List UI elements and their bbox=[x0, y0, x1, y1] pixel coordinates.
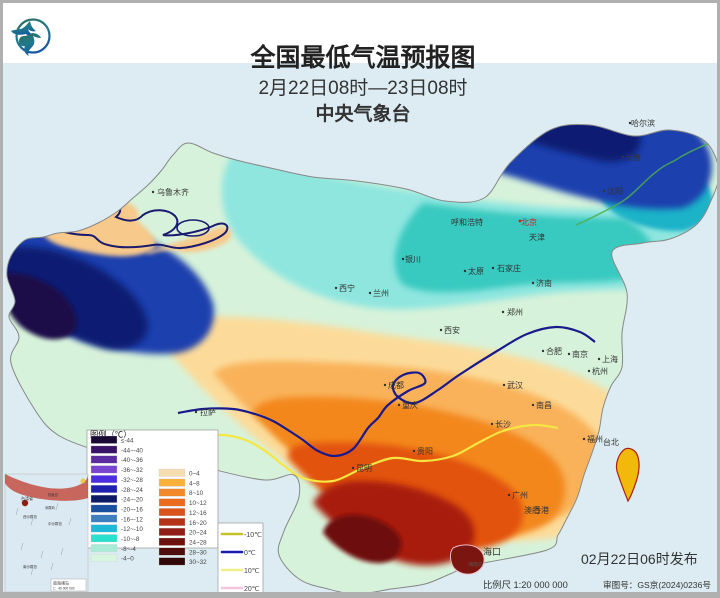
svg-text:28~30: 28~30 bbox=[189, 549, 207, 556]
svg-text:-44~-40: -44~-40 bbox=[121, 447, 143, 454]
svg-text:中沙群岛: 中沙群岛 bbox=[48, 521, 62, 526]
svg-text:香港: 香港 bbox=[533, 505, 549, 515]
svg-text:南沙群岛: 南沙群岛 bbox=[23, 564, 37, 569]
svg-text:成都: 成都 bbox=[388, 380, 404, 390]
svg-text:广州: 广州 bbox=[512, 490, 528, 500]
svg-text:8~10: 8~10 bbox=[189, 490, 204, 497]
svg-text:-20~-16: -20~-16 bbox=[121, 506, 143, 513]
svg-text:-32~-28: -32~-28 bbox=[121, 477, 143, 484]
svg-text:全国最低气温预报图: 全国最低气温预报图 bbox=[249, 43, 475, 72]
svg-text:西宁: 西宁 bbox=[339, 283, 355, 293]
svg-text:西沙群岛: 西沙群岛 bbox=[23, 514, 37, 519]
svg-text:拉萨: 拉萨 bbox=[200, 407, 216, 417]
svg-text:昆明: 昆明 bbox=[356, 464, 372, 473]
svg-text:10℃: 10℃ bbox=[244, 568, 260, 575]
svg-text:天津: 天津 bbox=[529, 232, 545, 242]
svg-text:福州: 福州 bbox=[587, 435, 603, 444]
svg-text:20~24: 20~24 bbox=[189, 530, 207, 537]
svg-text:银川: 银川 bbox=[405, 254, 421, 264]
svg-text:沈阳: 沈阳 bbox=[607, 186, 623, 196]
svg-text:-16~-12: -16~-12 bbox=[121, 516, 143, 523]
svg-text:赤尾屿: 赤尾屿 bbox=[45, 505, 56, 510]
svg-text:-12~-10: -12~-10 bbox=[121, 526, 143, 533]
svg-text:济南: 济南 bbox=[536, 278, 552, 288]
svg-text:台湾省: 台湾省 bbox=[21, 495, 33, 501]
svg-text:02月22日06时发布: 02月22日06时发布 bbox=[581, 551, 698, 567]
svg-text:-36~-32: -36~-32 bbox=[121, 467, 143, 474]
svg-text:4~8: 4~8 bbox=[189, 480, 200, 487]
svg-text:西安: 西安 bbox=[444, 325, 460, 335]
svg-text:北京: 北京 bbox=[521, 217, 537, 227]
svg-text:哈尔滨: 哈尔滨 bbox=[631, 118, 655, 128]
svg-text:兰州: 兰州 bbox=[373, 288, 389, 298]
svg-text:30~32: 30~32 bbox=[189, 559, 207, 566]
svg-text:0~4: 0~4 bbox=[189, 471, 200, 478]
svg-text:-10℃: -10℃ bbox=[244, 532, 262, 539]
svg-text:12~16: 12~16 bbox=[189, 510, 207, 517]
svg-text:合肥: 合肥 bbox=[546, 346, 562, 356]
svg-text:0℃: 0℃ bbox=[244, 550, 256, 557]
svg-text:-24~-20: -24~-20 bbox=[121, 497, 143, 504]
svg-text:中央气象台: 中央气象台 bbox=[315, 102, 410, 125]
svg-text:2月22日08时—23日08时: 2月22日08时—23日08时 bbox=[258, 77, 467, 99]
svg-text:呼和浩特: 呼和浩特 bbox=[451, 217, 483, 227]
svg-text:比例尺 1:20 000 000: 比例尺 1:20 000 000 bbox=[483, 579, 568, 590]
svg-text:-10~-8: -10~-8 bbox=[121, 536, 140, 543]
svg-text:太原: 太原 bbox=[468, 266, 484, 276]
svg-text:海口: 海口 bbox=[483, 546, 501, 557]
svg-text:24~28: 24~28 bbox=[189, 540, 207, 547]
svg-text:南京: 南京 bbox=[572, 349, 588, 359]
svg-text:重庆: 重庆 bbox=[402, 400, 418, 410]
svg-text:武汉: 武汉 bbox=[507, 380, 523, 390]
svg-text:10~12: 10~12 bbox=[189, 500, 207, 507]
svg-text:-8~-4: -8~-4 bbox=[121, 546, 136, 553]
svg-text:钓鱼岛: 钓鱼岛 bbox=[48, 492, 59, 497]
svg-text:-28~-24: -28~-24 bbox=[121, 487, 143, 494]
svg-text:长沙: 长沙 bbox=[495, 419, 511, 429]
svg-text:审图号：GS京(2024)0236号: 审图号：GS京(2024)0236号 bbox=[603, 579, 711, 590]
svg-text:石家庄: 石家庄 bbox=[497, 263, 521, 273]
svg-text:杭州: 杭州 bbox=[592, 366, 608, 376]
svg-text:1：40 000 000: 1：40 000 000 bbox=[53, 587, 75, 591]
svg-text:长春: 长春 bbox=[625, 152, 641, 162]
svg-text:海南岛: 海南岛 bbox=[468, 561, 483, 568]
svg-text:郑州: 郑州 bbox=[507, 307, 523, 317]
svg-text:上海: 上海 bbox=[602, 354, 618, 364]
svg-text:台北: 台北 bbox=[603, 437, 619, 447]
svg-text:南海诸岛: 南海诸岛 bbox=[53, 580, 69, 586]
svg-text:20℃: 20℃ bbox=[244, 586, 260, 592]
svg-text:≤-44: ≤-44 bbox=[121, 438, 134, 445]
svg-text:南昌: 南昌 bbox=[536, 400, 552, 410]
svg-text:乌鲁木齐: 乌鲁木齐 bbox=[157, 187, 189, 197]
svg-text:-40~-36: -40~-36 bbox=[121, 457, 143, 464]
svg-text:16~20: 16~20 bbox=[189, 520, 207, 527]
svg-text:贵阳: 贵阳 bbox=[417, 446, 433, 456]
svg-text:-4~0: -4~0 bbox=[121, 556, 134, 563]
